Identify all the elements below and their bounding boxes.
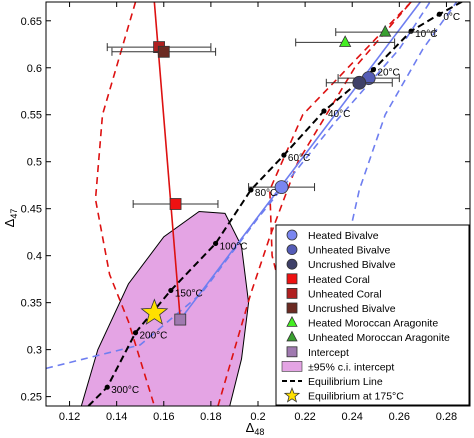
legend-label-unheated-moroccan-aragonite: Unheated Moroccan Aragonite: [308, 332, 450, 344]
legend-label-unheated-bivalve: Unheated Bivalve: [308, 245, 390, 257]
point-intercept: [174, 313, 187, 326]
legend: Heated Bivalve Unheated Bivalve Uncrushed …: [275, 224, 470, 406]
y-tick-label: 0.25: [21, 392, 42, 404]
legend-swatch-uncrushed-bivalve: [286, 258, 298, 270]
fit-line-1: [179, 2, 422, 321]
svg-text:Δ47: Δ47: [2, 209, 19, 228]
legend-swatch-unheated-bivalve: [286, 244, 298, 256]
point-unheated-moroccan-aragonite: [379, 24, 392, 37]
x-tick-label: 0.12: [59, 411, 80, 423]
red-ci-right-lower: [217, 2, 412, 406]
x-tick-label: 0.2: [250, 411, 265, 423]
legend-swatch-unheated-coral: [286, 287, 298, 299]
equilibrium-point: [213, 240, 219, 247]
y-tick-label: 0.45: [21, 204, 42, 216]
y-tick-label: 0.35: [21, 298, 42, 310]
x-axis-label: Δ48: [246, 420, 265, 437]
point-equilibrium-at-175-c: [140, 298, 169, 325]
equilibrium-point: [168, 287, 174, 294]
legend-swatch-equilibrium-at-175-c: [283, 386, 301, 403]
legend-swatch-uncrushed-bivalve: [286, 302, 298, 314]
x-tick-label: 0.14: [106, 411, 127, 423]
legend-label-unheated-coral: Unheated Coral: [308, 288, 382, 300]
blue-ci-lower: [302, 2, 458, 406]
equilibrium-point: [408, 28, 414, 34]
equilibrium-point: [370, 67, 377, 73]
x-tick-label: 0.24: [342, 411, 363, 423]
legend-swatch-heated-coral: [286, 273, 298, 285]
legend-label-uncrushed-bivalve: Uncrushed Bivalve: [308, 259, 396, 271]
point-heated-moroccan-aragonite: [338, 35, 352, 47]
x-tick-label: 0.22: [294, 411, 315, 423]
legend-swatch-heated-moroccan-aragonite: [286, 315, 298, 327]
y-tick-label: 0.6: [27, 63, 42, 75]
equilibrium-point-label: 60°C: [288, 153, 310, 164]
legend-box: [275, 224, 470, 406]
y-tick-label: 0.4: [27, 251, 42, 263]
equilibrium-point: [132, 330, 139, 336]
y-tick-label: 0.55: [21, 110, 42, 122]
legend-label-heated-coral: Heated Coral: [308, 274, 370, 286]
equilibrium-line: [87, 2, 464, 406]
equilibrium-point: [248, 187, 254, 193]
point-heated-coral: [169, 198, 182, 210]
equilibrium-point-label: 100°C: [220, 241, 248, 252]
equilibrium-point-label: 80°C: [255, 188, 277, 199]
axis-ticks: 0.12 0.14 0.16 0.18 0.2 0.22 0.24 0.26 0.28 0.25 0…: [21, 2, 470, 423]
point-heated-bivalve: [274, 180, 289, 194]
x-tick-label: 0.28: [436, 411, 457, 423]
plot-area: 300°C 200°C 150°C 100°C 80°C 60°C 40°C 20°C 10°C…: [46, 2, 464, 406]
equilibrium-point-label: 20°C: [377, 68, 399, 79]
red-ci-left: [94, 2, 156, 406]
equilibrium-point-label: 0°C: [443, 12, 460, 23]
legend-swatch-unheated-moroccan-aragonite: [286, 330, 298, 342]
equilibrium-point-label: 40°C: [328, 109, 350, 120]
x-tick-label: 0.18: [200, 411, 221, 423]
svg-text:Δ48: Δ48: [246, 420, 265, 437]
equilibrium-point-label: 300°C: [111, 385, 139, 396]
equilibrium-point: [281, 152, 287, 158]
legend-label-equilibrium-line: Equilibrium Line: [308, 376, 383, 388]
equilibrium-point-label: 150°C: [175, 288, 203, 299]
y-tick-label: 0.65: [21, 16, 42, 28]
y-axis-label: Δ47: [2, 209, 19, 228]
legend-swatch-intercept: [286, 346, 298, 358]
equilibrium-point-label: 10°C: [415, 29, 437, 40]
legend-label-heated-moroccan-aragonite: Heated Moroccan Aragonite: [308, 318, 438, 330]
legend-swatch-95-c-i-intercept: [281, 361, 303, 372]
x-tick-label: 0.16: [153, 411, 174, 423]
x-tick-label: 0.26: [389, 411, 410, 423]
point-uncrushed-bivalve: [157, 45, 170, 58]
equilibrium-point-label: 200°C: [140, 331, 168, 342]
y-tick-label: 0.3: [27, 345, 42, 357]
equilibrium-point: [104, 384, 110, 390]
legend-swatch-heated-bivalve: [286, 229, 298, 241]
blue-ci-upper: [46, 2, 431, 370]
equilibrium-point: [436, 11, 442, 17]
legend-label-95-c-i-intercept: ±95% c.i. intercept: [308, 361, 394, 373]
legend-label-intercept: Intercept: [308, 347, 349, 359]
legend-label-heated-bivalve: Heated Bivalve: [308, 230, 379, 242]
legend-label-equilibrium-at-175-c: Equilibrium at 175°C: [308, 391, 404, 403]
equilibrium-point: [321, 108, 327, 114]
legend-label-uncrushed-bivalve: Uncrushed Bivalve: [308, 303, 396, 315]
point-uncrushed-bivalve: [352, 75, 367, 90]
y-tick-label: 0.5: [27, 157, 42, 169]
